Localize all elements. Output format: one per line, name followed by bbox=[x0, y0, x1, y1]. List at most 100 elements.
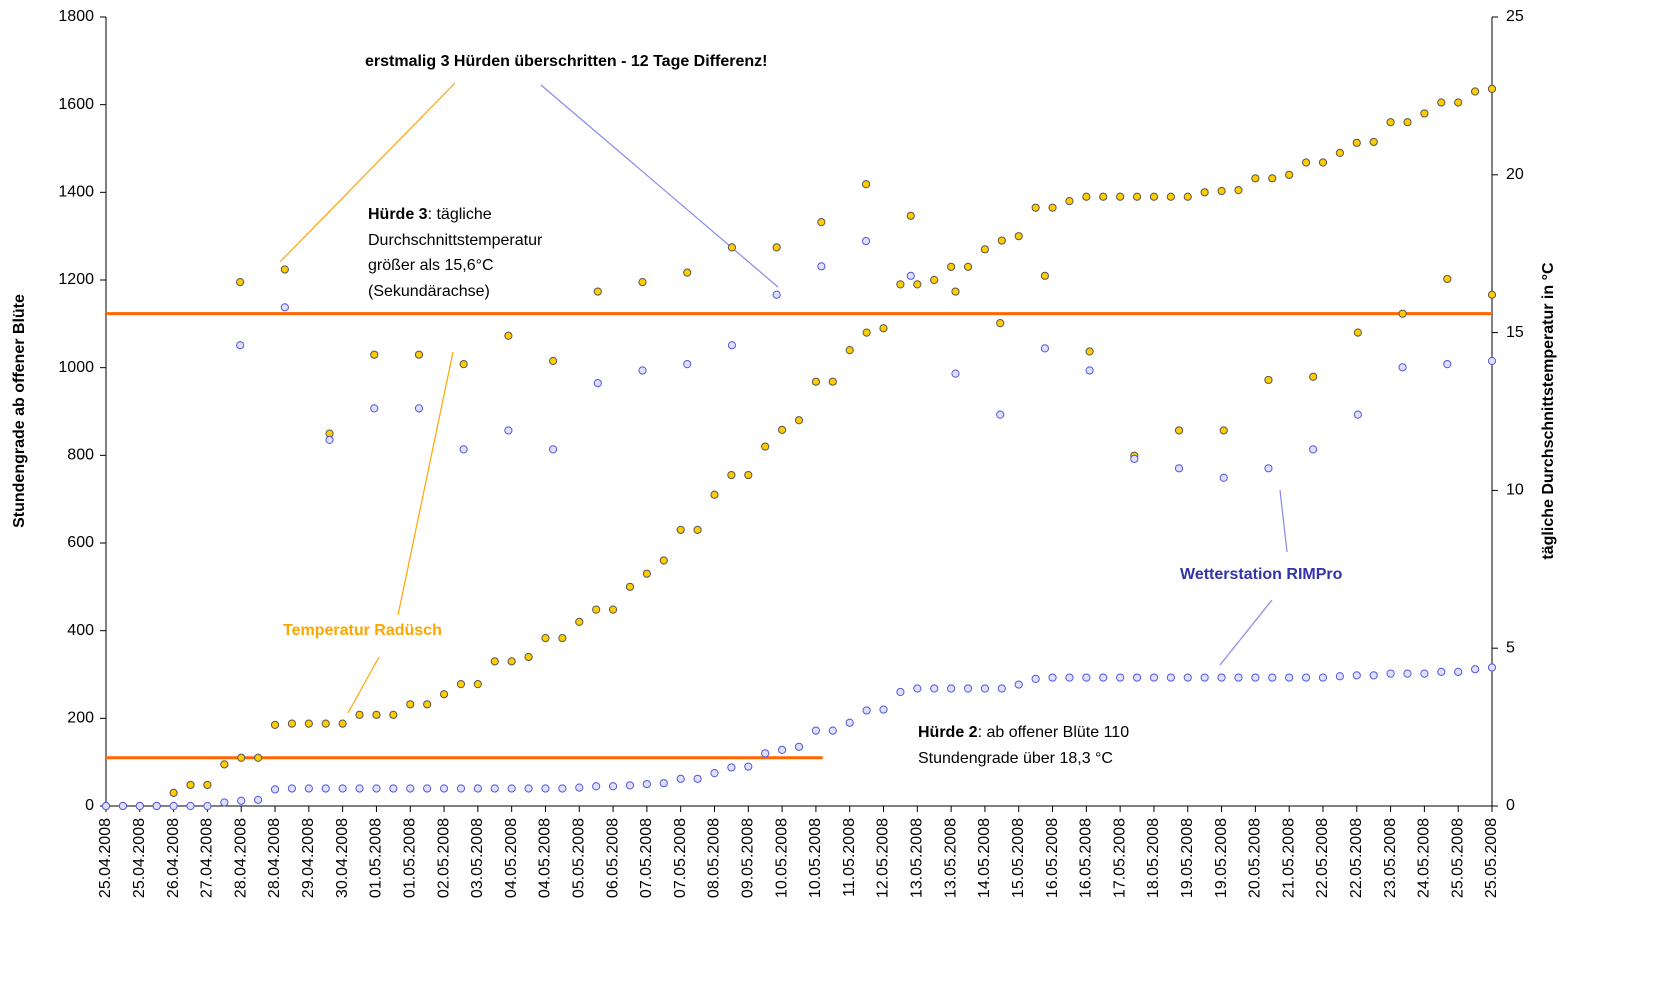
degree-hours-dot bbox=[1420, 109, 1429, 118]
degree-hours-dot bbox=[811, 377, 821, 386]
degree-hours-dot bbox=[1217, 186, 1226, 196]
degree-hours-dot bbox=[642, 569, 651, 578]
degree-hours-dot bbox=[524, 652, 533, 662]
arrow bbox=[540, 84, 779, 288]
daily-temperature-dot bbox=[638, 278, 647, 287]
degree-hours-dot bbox=[930, 684, 939, 693]
x-tick-label: 22.05.2008 bbox=[1314, 818, 1331, 898]
x-tick-label: 26.04.2008 bbox=[165, 818, 182, 898]
degree-hours-dot bbox=[169, 801, 178, 811]
x-tick-label: 19.05.2008 bbox=[1213, 818, 1230, 898]
x-tick-label: 25.05.2008 bbox=[1483, 818, 1500, 898]
daily-temperature-dot bbox=[1398, 363, 1407, 372]
x-tick-label: 04.05.2008 bbox=[503, 818, 520, 898]
daily-temperature-dot bbox=[1219, 426, 1228, 435]
degree-hours-dot bbox=[930, 275, 939, 285]
degree-hours-dot bbox=[710, 769, 719, 778]
degree-hours-dot bbox=[913, 684, 922, 693]
y-tick-label: 1000 bbox=[58, 359, 94, 376]
arrow bbox=[397, 351, 454, 616]
daily-temperature-dot bbox=[727, 243, 737, 252]
degree-hours-dot bbox=[220, 760, 229, 769]
degree-hours-dot bbox=[980, 245, 990, 254]
degree-hours-dot bbox=[625, 582, 635, 591]
daily-temperature-dot bbox=[1040, 344, 1050, 353]
degree-hours-dot bbox=[389, 710, 398, 719]
degree-hours-dot bbox=[423, 700, 432, 709]
y-tick-label: 800 bbox=[67, 447, 94, 464]
daily-temperature-dot bbox=[861, 180, 871, 189]
degree-hours-dot bbox=[287, 784, 297, 793]
daily-temperature-dot bbox=[414, 350, 424, 359]
hurdle3-annotation: (Sekundärachse) bbox=[368, 283, 490, 300]
x-tick-label: 23.05.2008 bbox=[1382, 818, 1399, 898]
x-tick-label: 21.05.2008 bbox=[1280, 818, 1297, 898]
degree-hours-dot bbox=[761, 442, 770, 451]
arrow bbox=[279, 82, 456, 263]
degree-hours-dot bbox=[1454, 98, 1463, 107]
degree-hours-dot bbox=[490, 657, 499, 666]
y2-axis-title: tägliche Durchschnittstemperatur in °C bbox=[1540, 262, 1557, 560]
daily-temperature-dot bbox=[817, 262, 826, 271]
x-tick-label: 18.05.2008 bbox=[1145, 818, 1162, 898]
daily-temperature-dot bbox=[1040, 271, 1050, 280]
degree-hours-dot bbox=[693, 774, 702, 783]
degree-hours-dot bbox=[608, 605, 618, 614]
degree-hours-dot bbox=[1437, 667, 1446, 676]
x-tick-label: 30.04.2008 bbox=[334, 818, 351, 898]
y-tick-label: 1600 bbox=[58, 96, 94, 113]
degree-hours-dot bbox=[1149, 192, 1159, 201]
y-tick-label: 600 bbox=[67, 534, 94, 551]
degree-hours-dot bbox=[524, 784, 533, 793]
degree-hours-dot bbox=[1454, 667, 1463, 676]
degree-hours-dot bbox=[338, 719, 347, 728]
degree-hours-dot bbox=[1352, 671, 1361, 680]
degree-hours-dot bbox=[947, 262, 956, 271]
y-tick-label: 1400 bbox=[58, 184, 94, 201]
degree-hours-dot bbox=[1403, 669, 1412, 678]
degree-hours-dot bbox=[1200, 188, 1209, 197]
x-tick-label: 10.05.2008 bbox=[773, 818, 790, 898]
degree-hours-dot bbox=[862, 706, 871, 715]
y2-tick-label: 15 bbox=[1506, 324, 1524, 341]
degree-hours-dot bbox=[1132, 673, 1142, 682]
degree-hours-dot bbox=[845, 718, 854, 727]
x-tick-label: 28.04.2008 bbox=[266, 818, 283, 898]
x-tick-label: 13.05.2008 bbox=[909, 818, 926, 898]
degree-hours-dot bbox=[355, 784, 364, 793]
degree-hours-dot bbox=[304, 719, 313, 728]
daily-temperature-dot bbox=[1443, 360, 1452, 369]
degree-hours-dot bbox=[1234, 186, 1243, 195]
degree-hours-dot bbox=[321, 719, 330, 728]
daily-temperature-dot bbox=[548, 445, 558, 454]
x-tick-label: 04.05.2008 bbox=[537, 818, 554, 898]
daily-temperature-dot bbox=[1487, 290, 1497, 299]
degree-hours-dot bbox=[1031, 203, 1040, 212]
y-tick-label: 200 bbox=[67, 710, 94, 727]
degree-hours-dot bbox=[896, 280, 905, 289]
daily-temperature-dot bbox=[772, 243, 781, 252]
annotation-bold: Hürde 2 bbox=[918, 724, 978, 741]
x-tick-label: 10.05.2008 bbox=[807, 818, 824, 898]
y-tick-label: 0 bbox=[85, 797, 94, 814]
x-tick-label: 07.05.2008 bbox=[638, 818, 655, 898]
degree-hours-dot bbox=[169, 788, 178, 797]
degree-hours-dot bbox=[355, 710, 364, 719]
y-tick-label: 1800 bbox=[58, 8, 94, 25]
daily-temperature-dot bbox=[593, 378, 602, 388]
degree-hours-dot bbox=[845, 346, 854, 355]
daily-temperature-dot bbox=[459, 360, 468, 369]
daily-temperature-dot bbox=[727, 341, 737, 350]
degree-hours-dot bbox=[642, 779, 651, 789]
x-tick-label: 17.05.2008 bbox=[1111, 818, 1128, 898]
daily-temperature-dot bbox=[683, 360, 692, 369]
x-tick-label: 25.05.2008 bbox=[1449, 818, 1466, 898]
annotation-text: : tägliche bbox=[428, 206, 492, 223]
daily-temperature-dot bbox=[1130, 454, 1139, 463]
daily-temperature-dot bbox=[459, 445, 468, 454]
annotation-bold: Hürde 3 bbox=[368, 206, 428, 223]
daily-temperature-dot bbox=[370, 350, 379, 359]
degree-hours-dot bbox=[1268, 673, 1277, 682]
degree-hours-dot bbox=[1403, 118, 1412, 127]
